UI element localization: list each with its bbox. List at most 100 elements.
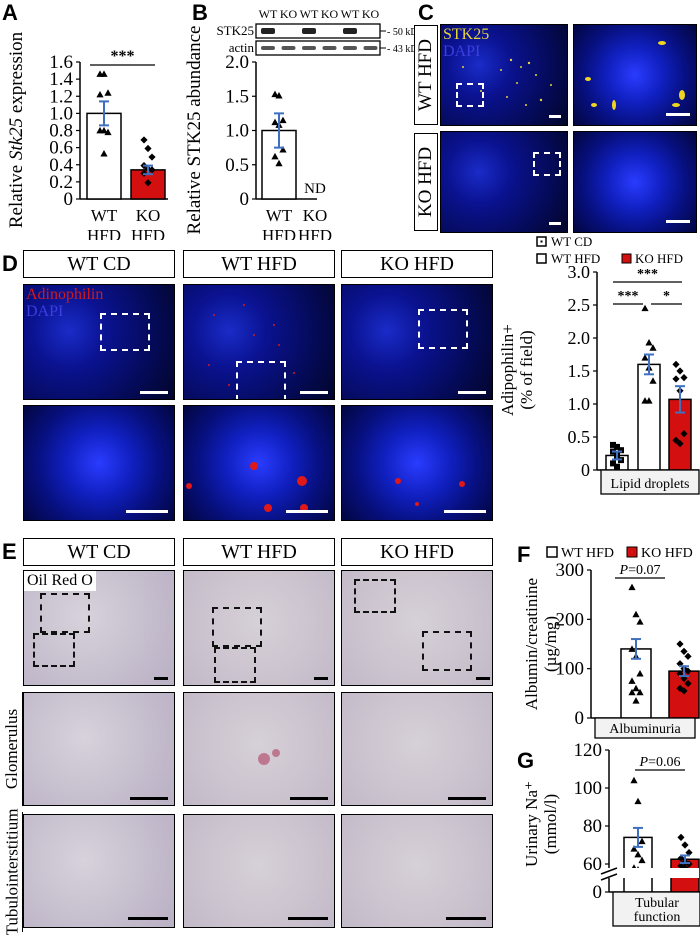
data-point-diamond <box>684 652 692 660</box>
y-axis-label: Albumin/creatinine <box>522 578 541 710</box>
inset-box-glomerulus <box>212 607 262 647</box>
column-header-wt-hfd: WT HFD <box>183 538 335 566</box>
scale-bar <box>458 391 486 394</box>
group-label: function <box>634 910 681 925</box>
not-detected-label: ND <box>304 181 326 197</box>
data-point-diamond <box>672 436 680 444</box>
data-point-triangle <box>641 354 649 361</box>
significance-label: *** <box>637 267 658 282</box>
legend-label: WT CD <box>551 234 592 249</box>
data-point-diamond <box>681 841 689 849</box>
svg-text:KO HFD: KO HFD <box>641 546 693 561</box>
group-label: Albuminuria <box>609 722 681 737</box>
adipophilin-wt-hfd-zoom <box>183 405 335 521</box>
blot-lane-label: WT <box>341 7 360 21</box>
stain-label-stk25: STK25 <box>443 26 490 43</box>
legend-swatch-wt-hfd <box>536 253 547 264</box>
x-tick-label: HFD <box>262 226 296 240</box>
blot-lane-label: WT <box>300 7 319 21</box>
lipid-stain-red <box>258 749 280 765</box>
scale-bar <box>290 797 328 800</box>
data-point-triangle <box>104 128 112 136</box>
y-axis-label: (µg/mg) <box>541 616 560 672</box>
group-label-box <box>612 891 700 927</box>
row-label-wt-hfd: WT HFD <box>414 25 438 125</box>
scale-bar <box>666 220 690 223</box>
stk25-ko-zoom-image <box>573 131 697 233</box>
y-tick-label: 1.6 <box>49 52 73 73</box>
data-point-diamond <box>672 375 680 383</box>
y-tick-label: 0.5 <box>225 155 249 176</box>
oil-red-o-wt-hfd-overview <box>183 570 335 686</box>
blot-band <box>261 46 275 50</box>
y-tick-label: 2.0 <box>568 328 591 348</box>
y-tick-label: 0 <box>64 189 74 210</box>
y-tick-label: 1.0 <box>225 121 249 142</box>
column-header-wt-hfd: WT HFD <box>183 250 335 278</box>
significance-label: *** <box>111 48 135 65</box>
data-point-triangle <box>645 339 653 346</box>
y-tick-label: 1.2 <box>49 86 73 107</box>
x-tick-label: KO <box>303 206 328 225</box>
row-label-tubulointerstitium: Tubulointerstitium <box>2 808 23 935</box>
column-header-ko-hfd: KO HFD <box>341 538 493 566</box>
data-point-triangle <box>630 845 638 852</box>
scale-bar <box>446 917 486 920</box>
y-tick-label: 0.4 <box>49 155 73 176</box>
data-point-triangle <box>638 856 646 864</box>
data-point-triangle <box>632 610 640 618</box>
blot-lane-label: KO <box>280 7 298 21</box>
data-point-diamond <box>680 647 688 655</box>
x-tick-label: HFD <box>131 226 165 240</box>
blot-row-label: STK25 <box>216 23 254 38</box>
chart-f-albuminuria: WT HFD KO HFD 0 100 200 300 Albumin/creatinine… <box>522 546 700 739</box>
stk25-wt-overview-image: STK25 DAPI <box>440 24 568 126</box>
data-point-diamond <box>676 640 684 648</box>
panel-label-e: E <box>2 539 17 564</box>
data-point-triangle <box>636 670 644 677</box>
glomerulus-wt-hfd <box>183 692 335 806</box>
y-tick-label: 0.2 <box>49 172 73 193</box>
blot-row-label: actin <box>229 40 255 55</box>
y-axis-label: (% of field) <box>517 330 536 409</box>
y-tick-label: 60 <box>583 854 602 875</box>
data-point-diamond <box>681 864 689 872</box>
y-tick-label: 1.0 <box>49 103 73 124</box>
y-tick-label: 0.6 <box>49 138 73 159</box>
data-point-triangle <box>100 70 108 77</box>
blot-lane-label: KO <box>321 7 339 21</box>
blot-band <box>343 46 357 50</box>
blot-band <box>343 28 357 34</box>
data-point-triangle <box>634 850 642 858</box>
inset-box-tubulointerstitium <box>214 647 256 683</box>
data-point-diamond <box>140 136 148 144</box>
adipophilin-ko-hfd-zoom <box>341 405 493 521</box>
y-tick-label: 1.5 <box>568 361 591 381</box>
panel-label-g: G <box>517 748 535 773</box>
adipophilin-signal-dots <box>208 304 295 386</box>
panel-label-d: D <box>2 251 18 276</box>
x-tick-label: HFD <box>87 226 121 240</box>
column-header-wt-cd: WT CD <box>23 538 175 566</box>
data-point-triangle <box>638 837 646 845</box>
scale-bar <box>130 797 168 800</box>
data-point-diamond <box>144 179 152 187</box>
data-point-triangle <box>628 688 636 696</box>
stk25-ko-overview-image <box>440 131 568 233</box>
tubulointerstitium-wt-hfd <box>183 814 335 928</box>
scale-bar <box>549 222 561 225</box>
inset-box-tubulointerstitium <box>33 633 75 667</box>
significance-label: P=0.07 <box>619 563 661 578</box>
data-point-square <box>614 443 620 450</box>
data-point-diamond <box>680 430 688 438</box>
significance-label: *** <box>618 289 639 304</box>
bar-wt-hfd <box>637 363 661 471</box>
y-tick-label: 0 <box>593 882 603 903</box>
blot-band <box>322 46 337 50</box>
data-point-triangle <box>100 150 108 157</box>
data-point-triangle <box>96 126 104 134</box>
legend-label: KO HFD <box>635 251 683 266</box>
adipophilin-wt-hfd-overview <box>183 284 335 400</box>
scale-bar <box>140 391 168 394</box>
x-tick-label: WT <box>91 206 118 225</box>
